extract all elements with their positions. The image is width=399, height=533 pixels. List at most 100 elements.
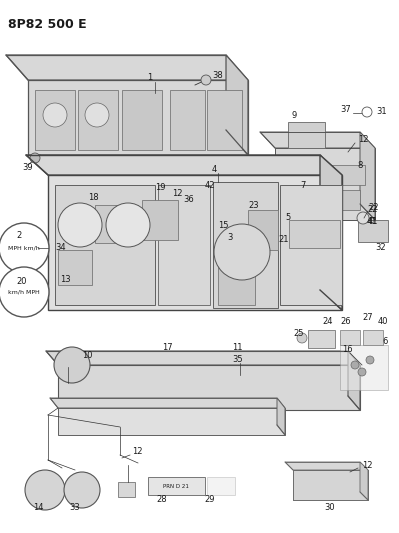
Bar <box>58 365 360 410</box>
Text: 12: 12 <box>132 448 142 456</box>
Polygon shape <box>6 55 248 80</box>
Bar <box>308 330 335 348</box>
Bar <box>293 470 368 500</box>
Text: 34: 34 <box>55 244 65 253</box>
Text: 22: 22 <box>367 206 377 214</box>
Polygon shape <box>277 398 285 435</box>
Text: 22: 22 <box>368 204 379 213</box>
Text: 29: 29 <box>205 496 215 505</box>
Text: 4: 4 <box>212 166 217 174</box>
Text: 12: 12 <box>362 461 373 470</box>
Circle shape <box>25 470 65 510</box>
Bar <box>28 80 248 155</box>
Bar <box>48 175 342 310</box>
Bar <box>363 330 383 345</box>
Text: 27: 27 <box>362 313 373 322</box>
Circle shape <box>201 75 211 85</box>
Bar <box>289 220 340 248</box>
Text: 8: 8 <box>357 160 362 169</box>
Bar <box>78 90 118 150</box>
Text: 2: 2 <box>16 230 21 239</box>
Bar <box>288 122 325 148</box>
Text: 24: 24 <box>322 318 332 327</box>
Text: 9: 9 <box>292 110 297 119</box>
Bar <box>118 482 135 497</box>
Polygon shape <box>285 462 368 470</box>
Text: 28: 28 <box>157 496 167 505</box>
Circle shape <box>64 472 100 508</box>
Circle shape <box>85 103 109 127</box>
Bar <box>122 90 162 150</box>
Text: 40: 40 <box>378 318 389 327</box>
Bar <box>275 148 375 220</box>
Polygon shape <box>46 351 360 365</box>
Circle shape <box>358 368 366 376</box>
Polygon shape <box>226 55 248 155</box>
Text: 35: 35 <box>232 356 243 365</box>
Circle shape <box>106 203 150 247</box>
Text: 10: 10 <box>82 351 93 360</box>
Bar <box>248 210 278 250</box>
Bar <box>340 345 388 390</box>
Polygon shape <box>26 155 342 175</box>
Text: 19: 19 <box>155 183 166 192</box>
Text: 37: 37 <box>340 106 351 115</box>
Circle shape <box>0 267 49 317</box>
Bar <box>35 90 75 150</box>
Text: PRN D 21: PRN D 21 <box>163 483 189 489</box>
Bar <box>285 190 360 210</box>
Text: 6: 6 <box>382 337 387 346</box>
Bar <box>293 470 368 500</box>
Polygon shape <box>360 462 368 500</box>
Bar <box>58 408 285 435</box>
Polygon shape <box>320 155 342 310</box>
Text: 12: 12 <box>358 135 369 144</box>
Text: 13: 13 <box>60 276 71 285</box>
Text: 31: 31 <box>376 108 387 117</box>
Bar <box>207 90 242 150</box>
Bar <box>55 185 155 305</box>
Text: 26: 26 <box>340 318 351 327</box>
Text: MPH km/h: MPH km/h <box>8 246 40 251</box>
Text: 38: 38 <box>212 70 223 79</box>
Circle shape <box>366 356 374 364</box>
Bar <box>142 200 178 240</box>
Bar <box>58 250 92 285</box>
Bar <box>170 90 205 150</box>
Bar <box>30 482 58 500</box>
Text: 7: 7 <box>300 181 305 190</box>
Text: 3: 3 <box>227 233 232 243</box>
Circle shape <box>362 107 372 117</box>
Text: 41: 41 <box>367 217 377 227</box>
Text: 14: 14 <box>33 504 43 513</box>
Circle shape <box>214 224 270 280</box>
Bar <box>218 255 255 305</box>
Circle shape <box>357 212 369 224</box>
Circle shape <box>351 361 359 369</box>
Text: km/h MPH: km/h MPH <box>8 289 40 295</box>
Text: 20: 20 <box>16 278 26 287</box>
Circle shape <box>43 103 67 127</box>
Bar <box>148 477 205 495</box>
Bar <box>207 477 235 495</box>
Bar <box>158 185 210 305</box>
Bar <box>285 165 365 185</box>
Circle shape <box>0 223 49 273</box>
Polygon shape <box>360 132 375 220</box>
Text: 12: 12 <box>172 189 182 198</box>
Text: 17: 17 <box>162 343 173 352</box>
Text: 25: 25 <box>293 328 304 337</box>
Text: 18: 18 <box>88 193 99 203</box>
Bar <box>213 182 278 308</box>
Polygon shape <box>260 132 375 148</box>
Circle shape <box>30 153 40 163</box>
Text: 11: 11 <box>232 343 243 352</box>
Text: 36: 36 <box>183 196 194 205</box>
Text: 32: 32 <box>375 244 385 253</box>
Bar <box>95 205 138 243</box>
Bar <box>340 330 360 345</box>
Bar <box>280 185 342 305</box>
Text: 1: 1 <box>147 74 153 83</box>
Text: 42: 42 <box>205 181 215 190</box>
Text: 41: 41 <box>368 217 379 227</box>
